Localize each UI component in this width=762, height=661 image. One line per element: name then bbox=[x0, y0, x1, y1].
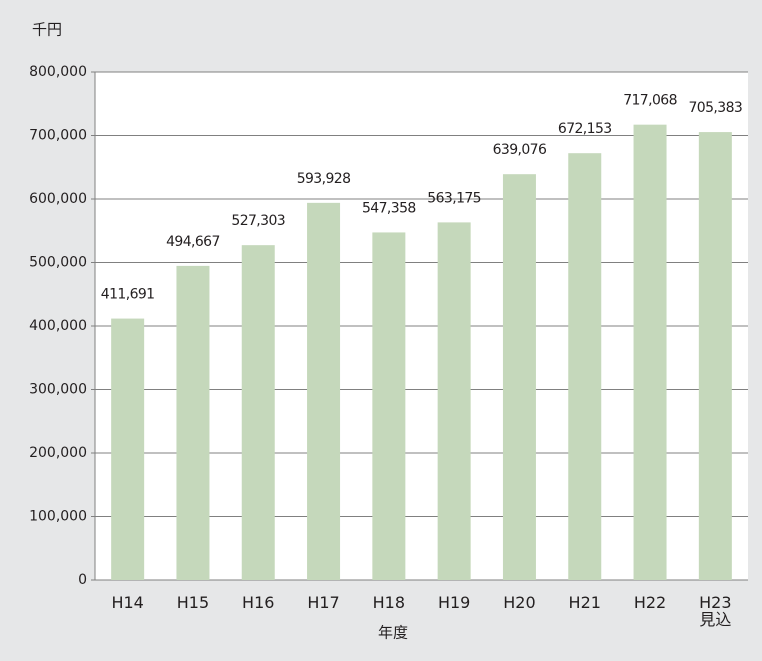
y-tick-label: 0 bbox=[78, 572, 87, 588]
y-tick-label: 700,000 bbox=[29, 128, 87, 144]
x-tick-label: H19 bbox=[437, 593, 471, 612]
bar bbox=[111, 318, 145, 580]
bar bbox=[372, 232, 406, 580]
x-tick-label: H15 bbox=[176, 593, 210, 612]
y-tick-label: 200,000 bbox=[29, 445, 87, 461]
x-tick-label: H16 bbox=[242, 593, 275, 612]
bar bbox=[633, 124, 667, 581]
x-tick-label: H18 bbox=[372, 593, 406, 612]
data-label: 563,175 bbox=[427, 190, 481, 206]
x-tick-label: H22 bbox=[633, 593, 667, 612]
y-tick-label: 800,000 bbox=[29, 64, 87, 80]
data-label: 639,076 bbox=[493, 142, 547, 158]
bar bbox=[307, 202, 341, 580]
x-tick-label: H23 見込 bbox=[699, 593, 732, 629]
bar bbox=[568, 153, 602, 580]
bar bbox=[698, 132, 732, 581]
bar bbox=[502, 174, 536, 580]
y-tick-label: 100,000 bbox=[29, 509, 87, 525]
data-label: 494,667 bbox=[166, 234, 220, 250]
data-label: 527,303 bbox=[231, 213, 285, 229]
data-label: 593,928 bbox=[297, 171, 351, 187]
y-axis-label: 千円 bbox=[32, 21, 62, 39]
y-tick-label: 600,000 bbox=[29, 191, 87, 207]
data-label: 672,153 bbox=[558, 121, 612, 137]
x-tick-label: H17 bbox=[307, 593, 340, 612]
bar bbox=[176, 265, 210, 580]
x-tick-label: H14 bbox=[111, 593, 144, 612]
data-label: 547,358 bbox=[362, 200, 416, 216]
x-axis-label: 年度 bbox=[378, 624, 408, 642]
y-tick-label: 500,000 bbox=[29, 255, 87, 271]
bar bbox=[241, 245, 275, 580]
data-label: 705,383 bbox=[688, 100, 742, 116]
data-label: 411,691 bbox=[101, 287, 155, 303]
x-tick-label: H20 bbox=[503, 593, 536, 612]
y-tick-label: 300,000 bbox=[29, 382, 87, 398]
x-tick-label: H21 bbox=[568, 593, 601, 612]
bar bbox=[437, 222, 471, 580]
data-label: 717,068 bbox=[623, 93, 677, 109]
y-tick-label: 400,000 bbox=[29, 318, 87, 334]
